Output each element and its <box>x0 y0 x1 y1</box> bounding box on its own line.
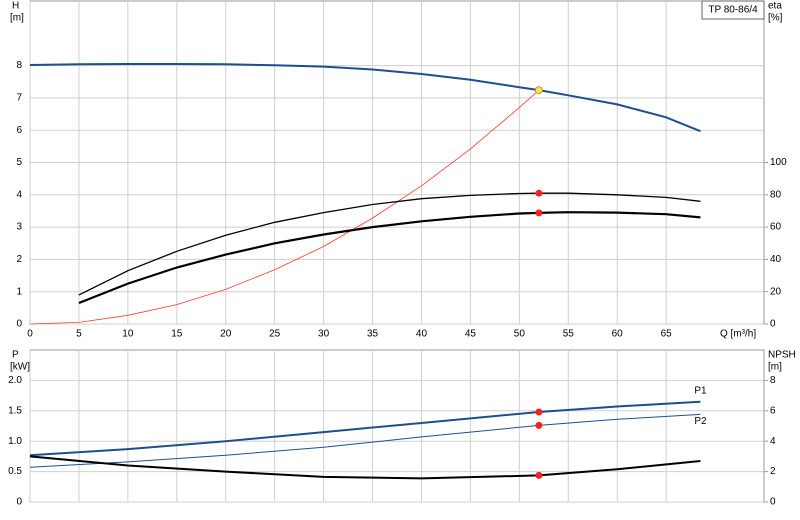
curve <box>29 455 701 480</box>
y2-tick-label: 100 <box>770 157 787 168</box>
y2-tick-label: 4 <box>770 436 776 447</box>
y-axis-unit: [kW] <box>10 362 30 373</box>
x-tick-label: 10 <box>122 329 134 340</box>
y2-tick-label: 8 <box>770 375 776 386</box>
duty-point <box>535 86 543 95</box>
chart-title: TP 80-86/4 <box>708 5 758 16</box>
x-tick-label: 50 <box>514 329 526 340</box>
x-tick-label: 55 <box>563 329 575 340</box>
y2-axis-label: NPSH <box>768 350 796 361</box>
x-tick-label: 30 <box>318 329 330 340</box>
x-tick-label: 65 <box>661 329 673 340</box>
x-tick-label: 20 <box>220 329 232 340</box>
y2-tick-label: 20 <box>770 286 782 297</box>
y-tick-label: 2 <box>16 254 22 265</box>
x-tick-label: 5 <box>76 329 82 340</box>
y-tick-label: 1 <box>16 286 22 297</box>
x-axis-label: Q [m³/h] <box>720 329 756 340</box>
y-tick-label: 1.5 <box>8 405 22 416</box>
y-tick-label: 3 <box>16 222 22 233</box>
y-tick-label: 2.0 <box>8 375 22 386</box>
x-tick-label: 60 <box>612 329 624 340</box>
y-tick-label: 0 <box>16 497 22 508</box>
curve-label: P1 <box>694 385 707 396</box>
y-axis-unit: [m] <box>10 13 24 24</box>
curve <box>78 192 701 296</box>
y-axis-label: P <box>12 350 19 361</box>
duty-point <box>535 209 543 217</box>
y2-tick-label: 60 <box>770 222 782 233</box>
y-tick-label: 0 <box>16 319 22 330</box>
x-tick-label: 15 <box>171 329 183 340</box>
y2-axis-unit: [%] <box>768 13 783 24</box>
x-tick-label: 45 <box>465 329 477 340</box>
x-tick-label: 35 <box>367 329 379 340</box>
y2-tick-label: 6 <box>770 405 776 416</box>
y2-tick-label: 2 <box>770 466 776 477</box>
y-tick-label: 8 <box>16 60 22 71</box>
duty-point <box>535 421 543 429</box>
title-box <box>701 0 765 20</box>
curve-label: P2 <box>694 416 707 427</box>
y-tick-label: 0.5 <box>8 466 22 477</box>
y-axis-label: H <box>12 1 19 12</box>
y2-axis-label: eta <box>768 1 782 12</box>
y2-tick-label: 40 <box>770 254 782 265</box>
y2-tick-label: 80 <box>770 189 782 200</box>
curve <box>29 63 701 133</box>
curve <box>29 400 701 457</box>
duty-point <box>535 189 543 197</box>
y2-tick-label: 0 <box>770 497 776 508</box>
duty-point <box>535 471 543 479</box>
y2-axis-unit: [m] <box>768 362 782 373</box>
y-tick-label: 7 <box>16 93 22 104</box>
x-tick-label: 25 <box>269 329 281 340</box>
y-tick-label: 5 <box>16 157 22 168</box>
curve <box>29 413 701 468</box>
y-tick-label: 6 <box>16 125 22 136</box>
curve <box>29 89 540 325</box>
y-tick-label: 4 <box>16 189 22 200</box>
x-tick-label: 0 <box>27 329 33 340</box>
x-tick-label: 40 <box>416 329 428 340</box>
y2-tick-label: 0 <box>770 319 776 330</box>
curve <box>78 211 701 305</box>
y-tick-label: 1.0 <box>8 436 22 447</box>
duty-point <box>535 408 543 416</box>
